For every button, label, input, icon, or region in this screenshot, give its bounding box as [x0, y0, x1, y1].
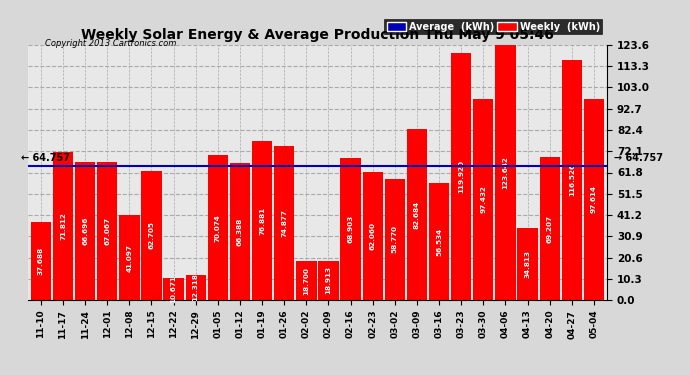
Bar	[208, 155, 228, 300]
Text: 119.920: 119.920	[458, 160, 464, 193]
Bar	[53, 152, 73, 300]
Text: 69.207: 69.207	[546, 214, 553, 243]
Bar	[75, 162, 95, 300]
Text: 62.705: 62.705	[148, 221, 155, 249]
Bar	[562, 60, 582, 300]
Text: 67.067: 67.067	[104, 217, 110, 245]
Text: 66.388: 66.388	[237, 217, 243, 246]
Text: 66.696: 66.696	[82, 217, 88, 245]
Bar	[318, 261, 339, 300]
Text: 71.812: 71.812	[60, 212, 66, 240]
Text: 56.534: 56.534	[436, 228, 442, 256]
Text: 41.097: 41.097	[126, 244, 132, 272]
Bar	[230, 163, 250, 300]
Bar	[495, 45, 515, 300]
Legend: Average  (kWh), Weekly  (kWh): Average (kWh), Weekly (kWh)	[384, 19, 602, 34]
Text: ← 64.757: ← 64.757	[21, 153, 70, 163]
Bar	[97, 162, 117, 300]
Text: 97.614: 97.614	[591, 185, 597, 213]
Bar	[540, 157, 560, 300]
Bar	[407, 129, 427, 300]
Bar	[274, 146, 295, 300]
Text: 70.074: 70.074	[215, 214, 221, 242]
Bar	[186, 274, 206, 300]
Text: 18.913: 18.913	[326, 267, 331, 294]
Bar	[30, 222, 51, 300]
Text: 123.642: 123.642	[502, 156, 509, 189]
Text: 62.060: 62.060	[370, 222, 376, 250]
Bar	[473, 99, 493, 300]
Bar	[384, 179, 405, 300]
Bar	[362, 172, 383, 300]
Bar	[518, 228, 538, 300]
Text: 76.881: 76.881	[259, 207, 265, 235]
Bar	[429, 183, 449, 300]
Text: 18.700: 18.700	[304, 267, 309, 295]
Text: Copyright 2013 Cartronics.com: Copyright 2013 Cartronics.com	[45, 39, 176, 48]
Text: 82.684: 82.684	[414, 201, 420, 229]
Bar	[584, 99, 604, 300]
Text: → 64.757: → 64.757	[614, 153, 663, 163]
Bar	[141, 171, 161, 300]
Bar	[252, 141, 273, 300]
Text: 58.770: 58.770	[392, 225, 398, 254]
Bar	[296, 261, 317, 300]
Title: Weekly Solar Energy & Average Production Thu May 9 05:46: Weekly Solar Energy & Average Production…	[81, 28, 554, 42]
Bar	[451, 53, 471, 300]
Text: 12.318: 12.318	[193, 273, 199, 301]
Bar	[119, 215, 139, 300]
Bar	[164, 278, 184, 300]
Text: 34.813: 34.813	[524, 250, 531, 278]
Text: 74.877: 74.877	[282, 209, 287, 237]
Text: 37.688: 37.688	[38, 247, 44, 275]
Text: 68.903: 68.903	[348, 215, 353, 243]
Bar	[340, 158, 361, 300]
Text: 97.432: 97.432	[480, 186, 486, 213]
Text: 10.671: 10.671	[170, 275, 177, 303]
Text: 116.526: 116.526	[569, 163, 575, 196]
